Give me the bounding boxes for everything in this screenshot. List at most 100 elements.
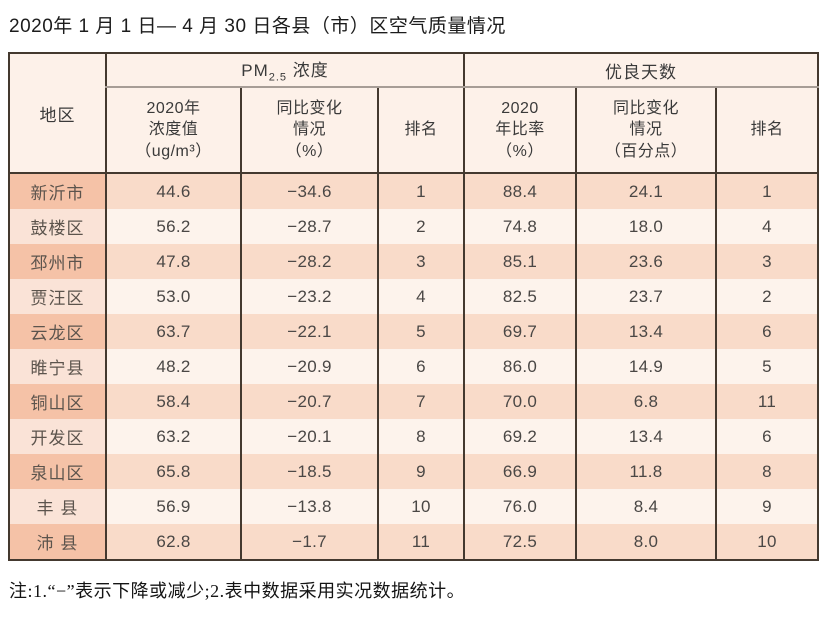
good-change-cell: 24.1 <box>575 173 716 209</box>
table-header: 地区 PM2.5 浓度 优良天数 2020年 浓度值 （ug/m³） 同比变化 … <box>8 53 819 174</box>
pm-rank-cell: 1 <box>377 173 464 209</box>
good-rank-cell: 6 <box>714 314 819 349</box>
good-rate-cell: 72.5 <box>463 524 576 560</box>
table-row: 沛 县 62.8 −1.7 11 72.5 8.0 10 <box>8 524 819 560</box>
good-rate-cell: 70.0 <box>463 384 576 419</box>
good-rate-cell: 85.1 <box>463 244 576 279</box>
header-good-change: 同比变化 情况 （百分点） <box>575 87 716 174</box>
header-sub-row: 2020年 浓度值 （ug/m³） 同比变化 情况 （%） 排名 2020 年比… <box>9 87 819 174</box>
good-rate-cell: 88.4 <box>463 173 576 209</box>
pm-rank-cell: 5 <box>377 314 464 349</box>
pm-group-subscript: 2.5 <box>268 71 288 84</box>
air-quality-table: 地区 PM2.5 浓度 优良天数 2020年 浓度值 （ug/m³） 同比变化 … <box>8 52 820 561</box>
pm-change-cell: −23.2 <box>240 279 378 314</box>
table-body: 新沂市 44.6 −34.6 1 88.4 24.1 1 鼓楼区 56.2 −2… <box>8 173 819 560</box>
table-row: 睢宁县 48.2 −20.9 6 86.0 14.9 5 <box>8 349 819 384</box>
table-row: 新沂市 44.6 −34.6 1 88.4 24.1 1 <box>8 173 819 209</box>
pm-rank-cell: 3 <box>377 244 464 279</box>
good-rate-cell: 86.0 <box>463 349 576 384</box>
good-rank-cell: 11 <box>714 384 819 419</box>
pm-change-cell: −18.5 <box>240 454 378 489</box>
region-cell: 睢宁县 <box>8 349 106 384</box>
pm-change-cell: −22.1 <box>240 314 378 349</box>
good-rate-cell: 74.8 <box>463 209 576 244</box>
good-change-cell: 23.7 <box>575 279 716 314</box>
pm-change-cell: −20.1 <box>240 419 378 454</box>
pm-value-cell: 63.2 <box>105 419 241 454</box>
pm-value-cell: 56.9 <box>105 489 241 524</box>
footnote: 注:1.“−”表示下降或减少;2.表中数据采用实况数据统计。 <box>9 581 466 601</box>
header-good-rank: 排名 <box>714 87 819 174</box>
header-pm-group: PM2.5 浓度 <box>105 53 464 88</box>
header-good-rate: 2020 年比率 （%） <box>463 87 576 174</box>
pm-value-cell: 65.8 <box>105 454 241 489</box>
table-row: 泉山区 65.8 −18.5 9 66.9 11.8 8 <box>8 454 819 489</box>
header-region: 地区 <box>8 53 106 174</box>
pm-rank-cell: 6 <box>377 349 464 384</box>
page: 2020年 1 月 1 日— 4 月 30 日各县（市）区空气质量情况 地区 P… <box>8 16 820 601</box>
good-change-cell: 11.8 <box>575 454 716 489</box>
region-cell: 开发区 <box>8 419 106 454</box>
table-row: 贾汪区 53.0 −23.2 4 82.5 23.7 2 <box>8 279 819 314</box>
good-rank-cell: 6 <box>714 419 819 454</box>
pm-value-cell: 58.4 <box>105 384 241 419</box>
pm-value-cell: 63.7 <box>105 314 241 349</box>
table-row: 铜山区 58.4 −20.7 7 70.0 6.8 11 <box>8 384 819 419</box>
table-row: 邳州市 47.8 −28.2 3 85.1 23.6 3 <box>8 244 819 279</box>
good-rate-cell: 76.0 <box>463 489 576 524</box>
good-rate-cell: 66.9 <box>463 454 576 489</box>
header-pm-change: 同比变化 情况 （%） <box>240 87 378 174</box>
region-cell: 新沂市 <box>8 173 106 209</box>
table-row: 丰 县 56.9 −13.8 10 76.0 8.4 9 <box>8 489 819 524</box>
pm-change-cell: −34.6 <box>240 173 378 209</box>
good-rank-cell: 10 <box>714 524 819 560</box>
pm-value-cell: 48.2 <box>105 349 241 384</box>
pm-rank-cell: 2 <box>377 209 464 244</box>
good-rank-cell: 8 <box>714 454 819 489</box>
good-change-cell: 23.6 <box>575 244 716 279</box>
region-cell: 铜山区 <box>8 384 106 419</box>
pm-group-suffix: 浓度 <box>287 61 329 81</box>
table-row: 云龙区 63.7 −22.1 5 69.7 13.4 6 <box>8 314 819 349</box>
good-rate-cell: 69.7 <box>463 314 576 349</box>
region-cell: 云龙区 <box>8 314 106 349</box>
pm-change-cell: −13.8 <box>240 489 378 524</box>
region-cell: 鼓楼区 <box>8 209 106 244</box>
good-rank-cell: 1 <box>714 173 819 209</box>
page-title: 2020年 1 月 1 日— 4 月 30 日各县（市）区空气质量情况 <box>9 16 506 37</box>
pm-rank-cell: 8 <box>377 419 464 454</box>
header-good-days-group: 优良天数 <box>462 53 819 88</box>
pm-change-cell: −28.7 <box>240 209 378 244</box>
header-pm-value: 2020年 浓度值 （ug/m³） <box>105 87 241 174</box>
good-change-cell: 8.0 <box>575 524 716 560</box>
region-cell: 丰 县 <box>8 489 106 524</box>
region-cell: 邳州市 <box>8 244 106 279</box>
good-rate-cell: 69.2 <box>463 419 576 454</box>
pm-change-cell: −28.2 <box>240 244 378 279</box>
region-cell: 泉山区 <box>8 454 106 489</box>
pm-value-cell: 47.8 <box>105 244 241 279</box>
pm-change-cell: −20.7 <box>240 384 378 419</box>
region-cell: 贾汪区 <box>8 279 106 314</box>
pm-value-cell: 56.2 <box>105 209 241 244</box>
good-change-cell: 6.8 <box>575 384 716 419</box>
table-row: 开发区 63.2 −20.1 8 69.2 13.4 6 <box>8 419 819 454</box>
good-change-cell: 13.4 <box>575 419 716 454</box>
good-change-cell: 18.0 <box>575 209 716 244</box>
good-rate-cell: 82.5 <box>463 279 576 314</box>
pm-change-cell: −20.9 <box>240 349 378 384</box>
pm-rank-cell: 11 <box>377 524 464 560</box>
good-rank-cell: 2 <box>714 279 819 314</box>
header-pm-rank: 排名 <box>377 87 464 174</box>
pm-rank-cell: 4 <box>377 279 464 314</box>
pm-value-cell: 62.8 <box>105 524 241 560</box>
pm-rank-cell: 10 <box>377 489 464 524</box>
good-change-cell: 14.9 <box>575 349 716 384</box>
pm-value-cell: 53.0 <box>105 279 241 314</box>
header-group-row: 地区 PM2.5 浓度 优良天数 <box>8 53 819 174</box>
good-rank-cell: 9 <box>714 489 819 524</box>
good-change-cell: 13.4 <box>575 314 716 349</box>
table-row: 鼓楼区 56.2 −28.7 2 74.8 18.0 4 <box>8 209 819 244</box>
pm-change-cell: −1.7 <box>240 524 378 560</box>
good-rank-cell: 5 <box>714 349 819 384</box>
